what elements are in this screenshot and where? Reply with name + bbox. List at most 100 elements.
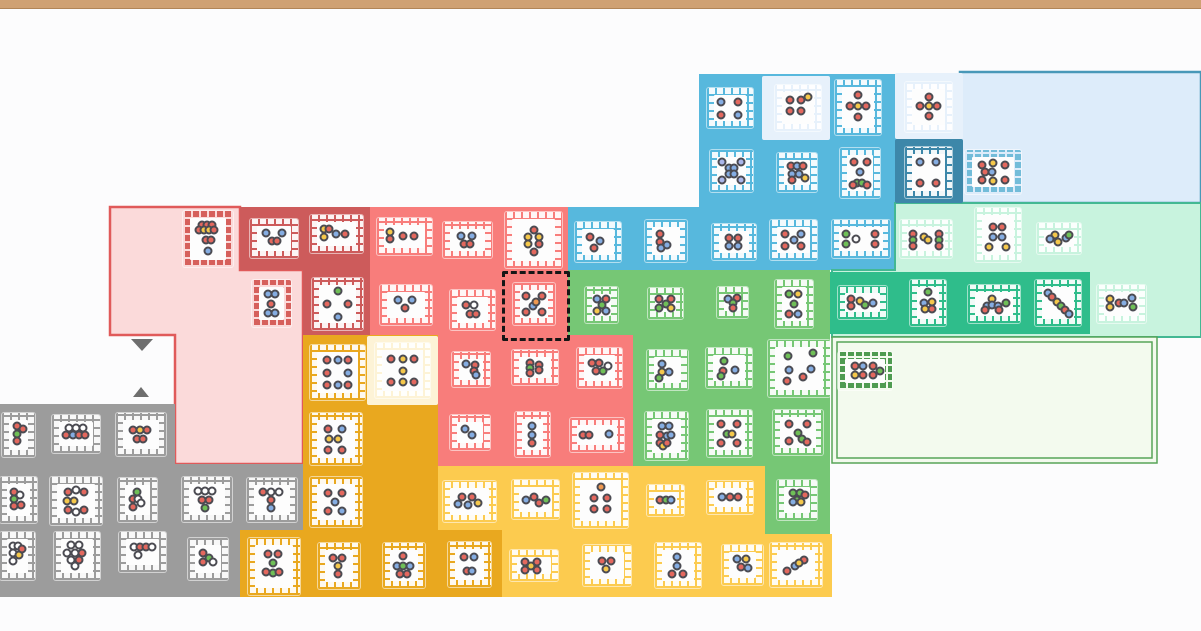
level-thumbnail[interactable] bbox=[775, 85, 821, 131]
level-thumbnail[interactable] bbox=[0, 532, 35, 580]
scroll-up-arrow-icon[interactable] bbox=[133, 387, 149, 397]
level-thumbnail[interactable] bbox=[443, 222, 492, 258]
level-thumbnail[interactable] bbox=[377, 218, 432, 255]
level-thumbnail[interactable] bbox=[832, 220, 890, 258]
level-thumbnail[interactable] bbox=[575, 222, 621, 262]
level-thumbnail[interactable] bbox=[247, 478, 297, 522]
level-thumbnail[interactable] bbox=[380, 285, 432, 325]
level-thumbnail[interactable] bbox=[905, 82, 952, 132]
level-thumbnail[interactable] bbox=[318, 543, 360, 589]
level-thumbnail[interactable] bbox=[965, 150, 1021, 194]
puzzle-dot-icon bbox=[719, 356, 729, 366]
level-thumbnail[interactable] bbox=[722, 545, 763, 585]
level-thumbnail[interactable] bbox=[577, 348, 622, 388]
level-thumbnail[interactable] bbox=[707, 481, 753, 514]
level-thumbnail[interactable] bbox=[647, 485, 684, 516]
level-thumbnail[interactable] bbox=[183, 211, 233, 267]
puzzle-dot-icon bbox=[664, 367, 674, 377]
level-thumbnail[interactable] bbox=[570, 418, 624, 452]
level-thumbnail[interactable] bbox=[52, 415, 100, 453]
puzzle-dot-icon bbox=[977, 175, 987, 185]
puzzle-dot-icon bbox=[604, 429, 614, 439]
level-thumbnail-board bbox=[713, 355, 745, 381]
level-thumbnail[interactable] bbox=[510, 550, 558, 581]
level-thumbnail-board bbox=[382, 350, 423, 391]
level-thumbnail[interactable] bbox=[777, 153, 817, 192]
level-thumbnail[interactable] bbox=[310, 413, 362, 465]
level-thumbnail[interactable] bbox=[838, 352, 892, 390]
level-thumbnail[interactable] bbox=[54, 532, 100, 580]
level-thumbnail[interactable] bbox=[768, 340, 830, 397]
level-thumbnail[interactable] bbox=[710, 150, 753, 192]
level-thumbnail[interactable] bbox=[116, 413, 166, 456]
level-thumbnail[interactable] bbox=[2, 413, 35, 457]
level-thumbnail[interactable] bbox=[647, 350, 688, 390]
level-thumbnail[interactable] bbox=[50, 477, 102, 525]
level-thumbnail[interactable] bbox=[573, 473, 628, 528]
level-thumbnail[interactable] bbox=[448, 542, 491, 587]
level-thumbnail[interactable] bbox=[182, 477, 232, 522]
level-thumbnail[interactable] bbox=[655, 543, 701, 588]
level-thumbnail[interactable] bbox=[712, 224, 756, 260]
level-thumbnail[interactable] bbox=[835, 80, 881, 135]
level-thumbnail-board bbox=[662, 550, 694, 581]
puzzle-dot-icon bbox=[808, 348, 818, 358]
level-thumbnail[interactable] bbox=[252, 280, 291, 327]
level-thumbnail[interactable] bbox=[515, 412, 550, 457]
level-thumbnail[interactable] bbox=[975, 208, 1021, 262]
level-thumbnail[interactable] bbox=[583, 545, 631, 586]
level-thumbnail[interactable] bbox=[310, 477, 362, 527]
level-thumbnail[interactable] bbox=[717, 287, 748, 318]
level-thumbnail-board bbox=[714, 488, 746, 507]
scroll-down-arrow-icon[interactable] bbox=[131, 339, 153, 351]
level-thumbnail[interactable] bbox=[250, 219, 298, 258]
level-thumbnail-board bbox=[195, 545, 221, 573]
level-thumbnail[interactable] bbox=[773, 410, 823, 455]
level-thumbnail[interactable] bbox=[648, 288, 683, 319]
level-thumbnail[interactable] bbox=[910, 280, 946, 326]
puzzle-dot-icon bbox=[467, 566, 477, 576]
level-thumbnail[interactable] bbox=[310, 215, 363, 253]
puzzle-dot-icon bbox=[717, 157, 727, 167]
level-thumbnail[interactable] bbox=[1035, 280, 1081, 326]
level-thumbnail[interactable] bbox=[770, 543, 822, 587]
level-thumbnail[interactable] bbox=[512, 350, 558, 385]
level-thumbnail[interactable] bbox=[707, 410, 752, 457]
level-thumbnail[interactable] bbox=[450, 290, 495, 330]
level-thumbnail[interactable] bbox=[188, 538, 228, 580]
level-thumbnail[interactable] bbox=[375, 343, 430, 398]
puzzle-dot-icon bbox=[322, 299, 332, 309]
level-thumbnail[interactable] bbox=[706, 348, 752, 388]
level-thumbnail[interactable] bbox=[585, 287, 618, 323]
level-thumbnail[interactable] bbox=[775, 280, 813, 328]
level-thumbnail[interactable] bbox=[707, 88, 753, 128]
level-thumbnail[interactable] bbox=[512, 480, 559, 519]
level-thumbnail[interactable] bbox=[905, 147, 952, 198]
puzzle-dot-icon bbox=[598, 366, 608, 376]
level-thumbnail[interactable] bbox=[968, 285, 1020, 323]
level-thumbnail[interactable] bbox=[0, 477, 37, 523]
puzzle-dot-icon bbox=[794, 558, 804, 568]
level-thumbnail[interactable] bbox=[838, 286, 887, 319]
level-thumbnail-board bbox=[1104, 292, 1139, 316]
level-thumbnail[interactable] bbox=[118, 478, 157, 522]
level-thumbnail[interactable] bbox=[770, 220, 817, 260]
level-thumbnail[interactable] bbox=[119, 532, 166, 572]
level-thumbnail[interactable] bbox=[452, 352, 490, 387]
level-thumbnail[interactable] bbox=[450, 415, 490, 450]
level-thumbnail[interactable] bbox=[900, 220, 952, 258]
level-thumbnail[interactable] bbox=[645, 220, 687, 262]
level-thumbnail[interactable] bbox=[1037, 223, 1081, 254]
level-thumbnail[interactable] bbox=[312, 278, 363, 330]
level-thumbnail[interactable] bbox=[645, 412, 688, 460]
level-thumbnail[interactable] bbox=[1097, 285, 1146, 323]
level-thumbnail[interactable] bbox=[840, 148, 880, 198]
level-thumbnail[interactable] bbox=[513, 283, 555, 325]
puzzle-dot-icon bbox=[924, 92, 933, 102]
level-thumbnail[interactable] bbox=[310, 345, 365, 400]
level-thumbnail[interactable] bbox=[443, 481, 496, 522]
level-thumbnail[interactable] bbox=[777, 480, 817, 520]
level-thumbnail[interactable] bbox=[248, 538, 300, 595]
level-thumbnail[interactable] bbox=[505, 212, 562, 268]
level-thumbnail[interactable] bbox=[383, 543, 425, 588]
